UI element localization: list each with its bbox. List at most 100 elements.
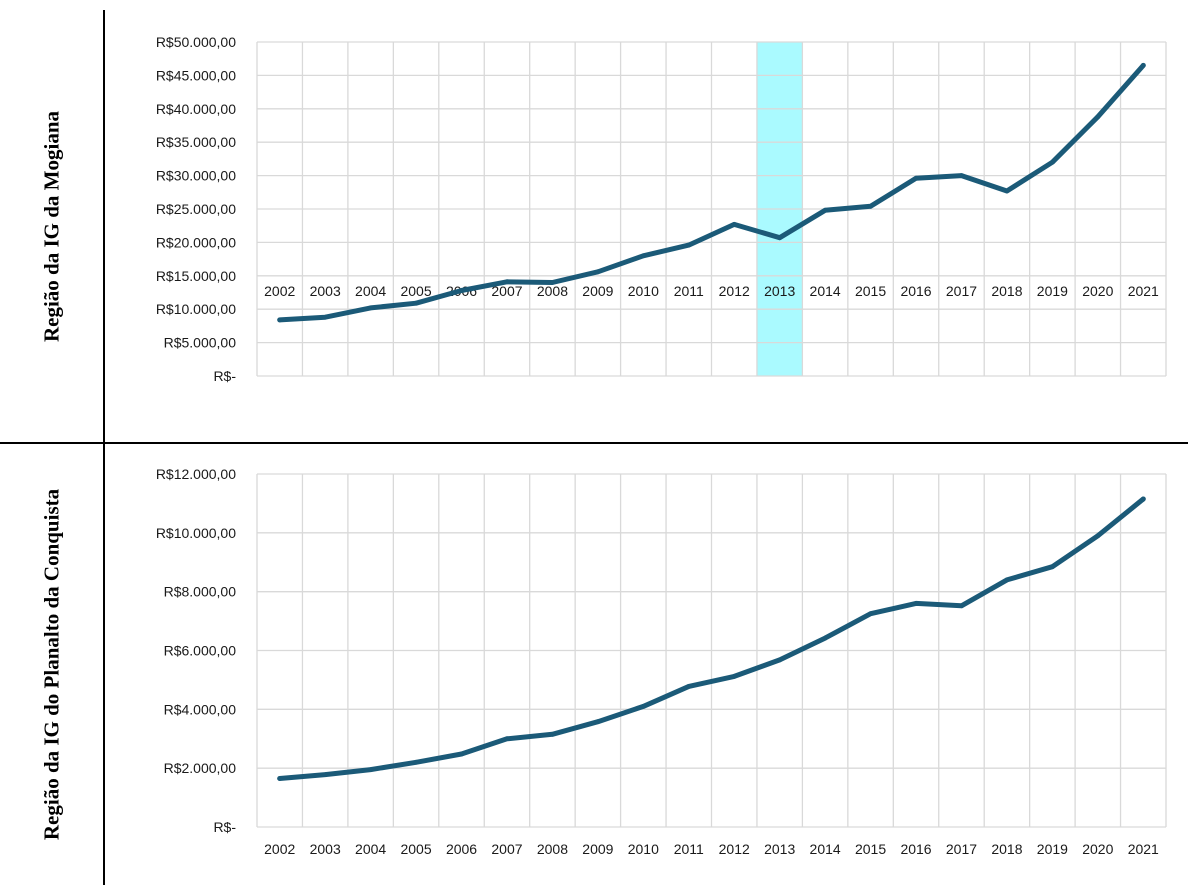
x-tick-label: 2013: [764, 841, 795, 857]
y-tick-label: R$30.000,00: [156, 168, 236, 184]
data-point: [686, 683, 692, 689]
series-line: [277, 496, 1146, 781]
x-tick-label: 2014: [810, 283, 841, 299]
y-tick-label: R$2.000,00: [164, 760, 237, 776]
data-point: [459, 751, 464, 757]
data-point: [822, 207, 828, 213]
data-point: [959, 603, 964, 609]
data-point: [504, 736, 510, 742]
x-tick-label: 2007: [491, 283, 522, 299]
data-point: [731, 673, 737, 679]
x-tick-label: 2021: [1128, 841, 1159, 857]
data-point: [504, 279, 510, 285]
y-tick-label: R$-: [213, 819, 236, 835]
x-tick-label: 2017: [946, 841, 977, 857]
data-point: [368, 305, 374, 311]
x-tick-label: 2018: [991, 841, 1022, 857]
data-point: [1095, 533, 1101, 539]
data-point: [1004, 577, 1010, 583]
x-tick-label: 2015: [855, 841, 886, 857]
series-line: [277, 62, 1146, 323]
data-point: [1049, 159, 1055, 165]
data-point: [368, 767, 374, 773]
x-tick-label: 2011: [674, 283, 704, 299]
x-tick-label: 2002: [264, 283, 295, 299]
x-tick-label: 2010: [628, 283, 659, 299]
x-tick-label: 2020: [1082, 841, 1113, 857]
data-point: [1004, 188, 1010, 194]
data-point: [1140, 62, 1146, 68]
x-tick-label: 2019: [1037, 841, 1068, 857]
vertical-divider: [103, 10, 105, 885]
data-point: [1049, 564, 1055, 570]
x-tick-label: 2020: [1082, 283, 1113, 299]
y-tick-label: R$12.000,00: [156, 466, 236, 482]
y-tick-label: R$50.000,00: [156, 34, 236, 50]
data-point: [686, 242, 692, 248]
data-point: [413, 300, 419, 306]
data-point: [777, 657, 783, 663]
data-point: [777, 235, 783, 241]
y-tick-label: R$10.000,00: [156, 525, 236, 541]
y-tick-label: R$25.000,00: [156, 201, 236, 217]
x-tick-label: 2016: [900, 283, 931, 299]
data-point: [322, 314, 328, 320]
x-tick-label: 2007: [491, 841, 522, 857]
x-tick-label: 2017: [946, 283, 977, 299]
x-tick-label: 2009: [582, 283, 613, 299]
data-point: [913, 601, 919, 606]
x-tick-label: 2008: [537, 841, 568, 857]
data-point: [731, 221, 737, 227]
y-tick-label: R$45.000,00: [156, 67, 236, 83]
y-tick-label: R$15.000,00: [156, 268, 236, 284]
data-point: [277, 776, 283, 781]
data-point: [550, 731, 555, 737]
x-tick-label: 2005: [400, 283, 431, 299]
horizontal-divider: [0, 442, 1188, 444]
data-point: [413, 759, 419, 765]
data-point: [868, 203, 873, 209]
x-tick-label: 2010: [628, 841, 659, 857]
data-point: [550, 280, 555, 285]
chart-mogiana: R$- R$5.000,00 R$10.000,00 R$15.000,00 R$20.…: [156, 34, 1167, 384]
data-point: [868, 611, 873, 617]
data-point: [1140, 496, 1146, 502]
x-tick-label: 2014: [810, 841, 841, 857]
data-point: [822, 635, 828, 641]
x-tick-label: 2004: [355, 841, 386, 857]
y-tick-label: R$35.000,00: [156, 134, 236, 150]
x-tick-label: 2003: [310, 283, 341, 299]
data-point: [322, 772, 328, 778]
y-tick-label: R$20.000,00: [156, 234, 236, 250]
x-tick-label: 2011: [674, 841, 704, 857]
x-tick-label: 2009: [582, 841, 613, 857]
x-tick-label: 2013: [764, 283, 795, 299]
x-tick-label: 2021: [1128, 283, 1159, 299]
data-point: [1095, 114, 1101, 120]
x-tick-label: 2008: [537, 283, 568, 299]
x-tick-label: 2016: [900, 841, 931, 857]
data-point: [959, 173, 964, 179]
data-point: [459, 288, 464, 293]
y-tick-label: R$40.000,00: [156, 101, 236, 117]
data-point: [595, 269, 601, 275]
data-point: [595, 719, 601, 725]
y-tick-label: R$-: [213, 368, 236, 384]
x-tick-label: 2012: [719, 283, 750, 299]
x-tick-label: 2003: [310, 841, 341, 857]
y-tick-label: R$10.000,00: [156, 301, 236, 317]
data-point: [640, 253, 646, 259]
x-tick-label: 2015: [855, 283, 886, 299]
x-tick-label: 2005: [400, 841, 431, 857]
y-tick-label: R$8.000,00: [164, 584, 237, 600]
data-point: [277, 317, 283, 323]
x-tick-label: 2018: [991, 283, 1022, 299]
data-point: [640, 703, 646, 709]
x-tick-label: 2002: [264, 841, 295, 857]
x-tick-label: 2019: [1037, 283, 1068, 299]
x-tick-label: 2012: [719, 841, 750, 857]
y-tick-label: R$4.000,00: [164, 701, 237, 717]
x-tick-label: 2006: [446, 841, 477, 857]
y-tick-label: R$5.000,00: [164, 335, 237, 351]
